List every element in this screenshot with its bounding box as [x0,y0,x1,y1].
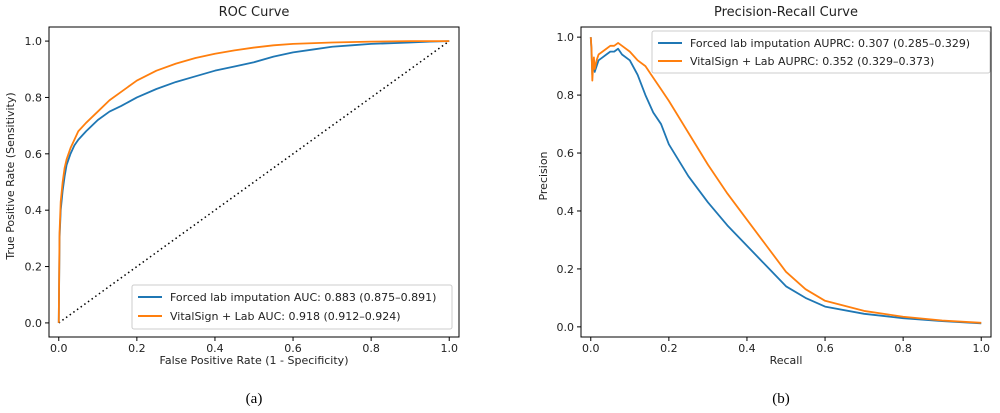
pr-plot-area: 0.0 0.2 0.4 0.6 0.8 1.0 0.0 0.2 0.4 0.6 0.8 1.0 [557,26,992,355]
roc-y-tick-label: 0.4 [25,204,43,217]
roc-legend: Forced lab imputation AUC: 0.883 (0.875–… [131,284,453,330]
pr-x-tick-label: 0.6 [816,342,834,355]
roc-y-tick-label: 0.0 [25,317,43,330]
roc-axes-frame [48,26,460,338]
roc-x-tick-label: 0.0 [50,342,68,355]
pr-legend: Forced lab imputation AUPRC: 0.307 (0.28… [651,30,991,74]
pr-x-tick-label: 1.0 [972,342,990,355]
pr-x-tick-label: 0.4 [738,342,756,355]
pr-series-line-vital [589,37,982,324]
roc-legend-box [131,284,453,330]
pr-panel: Precision-Recall Curve 0.0 0.2 0.4 0.6 0.8 1.… [537,5,992,407]
roc-series-line-vital [57,40,450,323]
roc-series-line-forced [57,40,450,323]
pr-x-tick-label: 0.2 [660,342,678,355]
roc-legend-label-forced: Forced lab imputation AUC: 0.883 (0.875–… [170,291,436,304]
pr-y-tick-label: 0.6 [557,147,575,160]
pr-y-tick-label: 0.8 [557,89,575,102]
roc-x-tick-label: 0.4 [206,342,224,355]
pr-x-axis-label: Recall [770,354,803,367]
pr-axes-frame [580,26,992,338]
pr-y-axis-label: Precision [537,151,550,200]
roc-y-tick-label: 0.6 [25,148,43,161]
pr-legend-label-forced: Forced lab imputation AUPRC: 0.307 (0.28… [690,37,970,50]
roc-y-axis-label: True Positive Rate (Sensitivity) [4,92,17,260]
pr-series-line-forced [589,37,982,325]
pr-caption: (b) [772,391,790,407]
roc-panel: ROC Curve 0.0 0.2 0.4 0.6 0.8 1.0 0.0 0.2 0.4 0.6… [4,5,460,407]
roc-diagonal-reference-line [58,40,450,324]
pr-y-tick-label: 1.0 [557,31,575,44]
pr-y-tick-label: 0.0 [557,321,575,334]
roc-x-tick-label: 0.2 [128,342,146,355]
pr-legend-label-vital: VitalSign + Lab AUPRC: 0.352 (0.329–0.37… [690,55,934,68]
roc-x-tick-label: 1.0 [440,342,458,355]
roc-plot-area: 0.0 0.2 0.4 0.6 0.8 1.0 0.0 0.2 0.4 0.6 0.8 1.0 [25,26,460,355]
roc-y-tick-label: 1.0 [25,35,43,48]
pr-legend-box [651,30,991,74]
roc-y-tick-label: 0.8 [25,91,43,104]
roc-y-tick-label: 0.2 [25,261,43,274]
roc-x-tick-label: 0.8 [362,342,380,355]
roc-caption: (a) [246,391,263,407]
pr-x-tick-label: 0.0 [582,342,600,355]
roc-x-axis-label: False Positive Rate (1 - Specificity) [160,354,349,367]
pr-y-tick-label: 0.4 [557,205,575,218]
roc-title: ROC Curve [219,5,290,20]
roc-legend-label-vital: VitalSign + Lab AUC: 0.918 (0.912–0.924) [170,310,401,323]
roc-x-tick-label: 0.6 [284,342,302,355]
pr-y-tick-label: 0.2 [557,263,575,276]
pr-x-tick-label: 0.8 [894,342,912,355]
pr-title: Precision-Recall Curve [714,5,858,20]
